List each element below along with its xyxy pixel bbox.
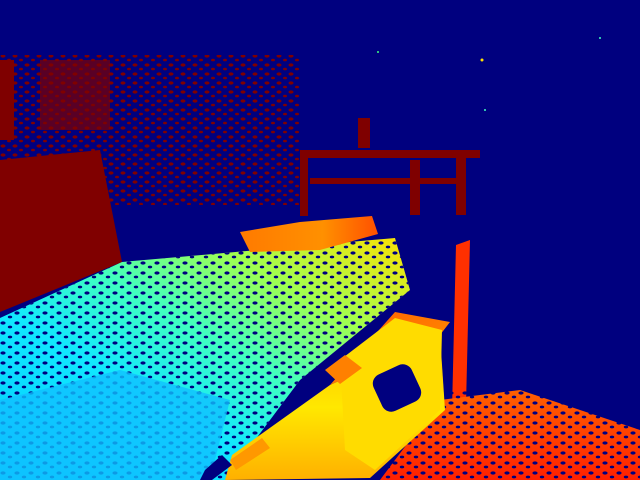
noise-dot — [484, 109, 486, 111]
shelf — [300, 118, 480, 216]
wall-strip — [0, 60, 14, 140]
noise-dot — [599, 37, 601, 39]
box-shadow — [230, 438, 270, 470]
wall-left — [0, 150, 122, 312]
table — [240, 216, 378, 252]
floor-lower — [0, 370, 230, 480]
post — [452, 240, 470, 410]
noise-dot — [377, 51, 379, 53]
box-handle-hole — [372, 364, 422, 412]
noise-dot — [480, 58, 484, 62]
wall-strip-2 — [40, 60, 110, 130]
box-lid-edge — [325, 355, 362, 384]
floor-gap — [200, 455, 232, 480]
